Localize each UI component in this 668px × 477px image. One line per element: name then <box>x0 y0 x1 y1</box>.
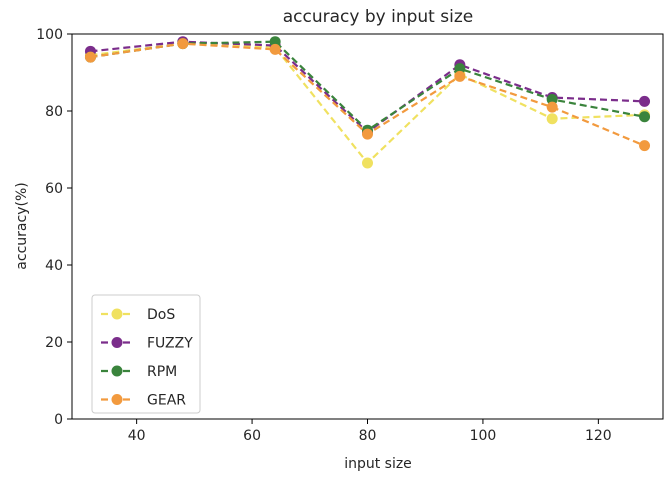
legend-marker <box>111 365 123 377</box>
legend-marker <box>111 337 123 348</box>
legend-box <box>91 294 201 414</box>
data-point <box>454 63 466 75</box>
legend-entry-fuzzy: FUZZY <box>101 336 193 352</box>
series-gear <box>84 38 651 152</box>
legend-marker <box>111 394 123 405</box>
x-axis-label: input size <box>344 456 412 472</box>
legend-label: FUZZY <box>147 336 193 352</box>
y-tick-label: 100 <box>36 27 63 43</box>
y-tick-label: 20 <box>45 335 63 351</box>
legend: DoS FUZZY RPM GEAR <box>91 294 201 414</box>
data-point <box>177 38 189 50</box>
plot-area <box>84 36 651 169</box>
legend-label: DoS <box>147 307 175 323</box>
series-line <box>90 40 645 132</box>
data-point <box>546 113 558 125</box>
axes: 40 60 80 100 120 0 20 40 60 80 100 <box>36 27 664 444</box>
y-tick-label: 40 <box>45 258 63 274</box>
x-tick-label: 100 <box>470 428 497 444</box>
x-tick-label: 60 <box>243 428 261 444</box>
legend-entry-dos: DoS <box>101 307 175 323</box>
data-point <box>546 101 558 113</box>
series-fuzzy <box>84 36 651 138</box>
data-point <box>639 111 651 123</box>
series-line <box>90 42 645 165</box>
data-point <box>454 70 466 82</box>
data-point <box>269 43 281 55</box>
data-point <box>362 128 373 140</box>
chart-title: accuracy by input size <box>283 7 473 27</box>
legend-label: RPM <box>147 364 177 380</box>
legend-marker <box>111 308 123 320</box>
legend-entry-rpm: RPM <box>101 364 177 380</box>
legend-label: GEAR <box>147 393 186 409</box>
data-point <box>639 140 651 152</box>
x-tick-label: 80 <box>359 428 377 444</box>
data-point <box>639 95 651 107</box>
x-tick-label: 40 <box>128 428 146 444</box>
data-point <box>546 93 558 105</box>
legend-entry-gear: GEAR <box>101 393 186 409</box>
data-point <box>362 157 373 169</box>
y-tick-label: 0 <box>54 412 63 428</box>
data-point <box>269 36 281 48</box>
data-point <box>84 51 96 63</box>
x-tick-label: 120 <box>585 428 612 444</box>
y-tick-label: 80 <box>45 104 63 120</box>
series-rpm <box>84 36 651 136</box>
y-axis-label: accuracy(%) <box>14 182 30 269</box>
series-dos <box>84 38 651 169</box>
y-tick-label: 60 <box>45 181 63 197</box>
